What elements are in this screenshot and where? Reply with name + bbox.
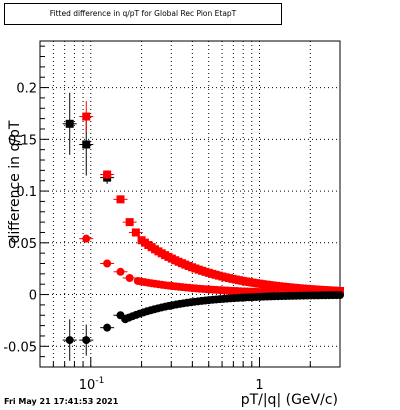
chart-title-box: Fitted difference in q/pT for Global Rec… bbox=[4, 3, 282, 25]
chart-title: Fitted difference in q/pT for Global Rec… bbox=[49, 9, 237, 18]
plot-frame bbox=[39, 40, 341, 368]
grid bbox=[39, 41, 341, 367]
data-points bbox=[62, 92, 344, 361]
axes: -0.05 0 0.05 0.1 0.15 0.2 10-1 1 bbox=[3, 45, 341, 393]
data-point bbox=[65, 119, 74, 128]
data-point bbox=[131, 228, 140, 237]
x-tick-label-exponent: -1 bbox=[95, 376, 104, 386]
y-tick-label: 0.15 bbox=[8, 133, 37, 148]
data-point bbox=[336, 291, 344, 300]
y-tick-label: 0.05 bbox=[8, 237, 37, 252]
data-point bbox=[65, 336, 74, 345]
x-tick-label: 1 bbox=[255, 378, 263, 393]
data-point bbox=[125, 273, 134, 282]
timestamp: Fri May 21 17:41:53 2021 bbox=[4, 397, 119, 406]
data-point bbox=[103, 323, 112, 332]
data-point bbox=[103, 259, 112, 268]
data-point bbox=[82, 336, 91, 345]
y-tick-label: 0.1 bbox=[16, 185, 37, 200]
data-point bbox=[116, 267, 125, 276]
x-tick-label: 10-1 bbox=[79, 376, 105, 393]
data-point bbox=[103, 170, 112, 179]
data-point bbox=[125, 218, 134, 227]
data-point bbox=[82, 140, 91, 149]
y-tick-label: -0.05 bbox=[3, 340, 37, 355]
y-tick-label: 0.2 bbox=[16, 82, 37, 97]
y-tick-label: 0 bbox=[29, 289, 37, 304]
y-axis-title: difference in q/pT bbox=[7, 120, 23, 243]
data-point bbox=[82, 112, 91, 121]
data-point bbox=[116, 195, 125, 204]
x-axis-title: pT/|q| (GeV/c) bbox=[241, 392, 338, 408]
data-point bbox=[82, 234, 91, 243]
